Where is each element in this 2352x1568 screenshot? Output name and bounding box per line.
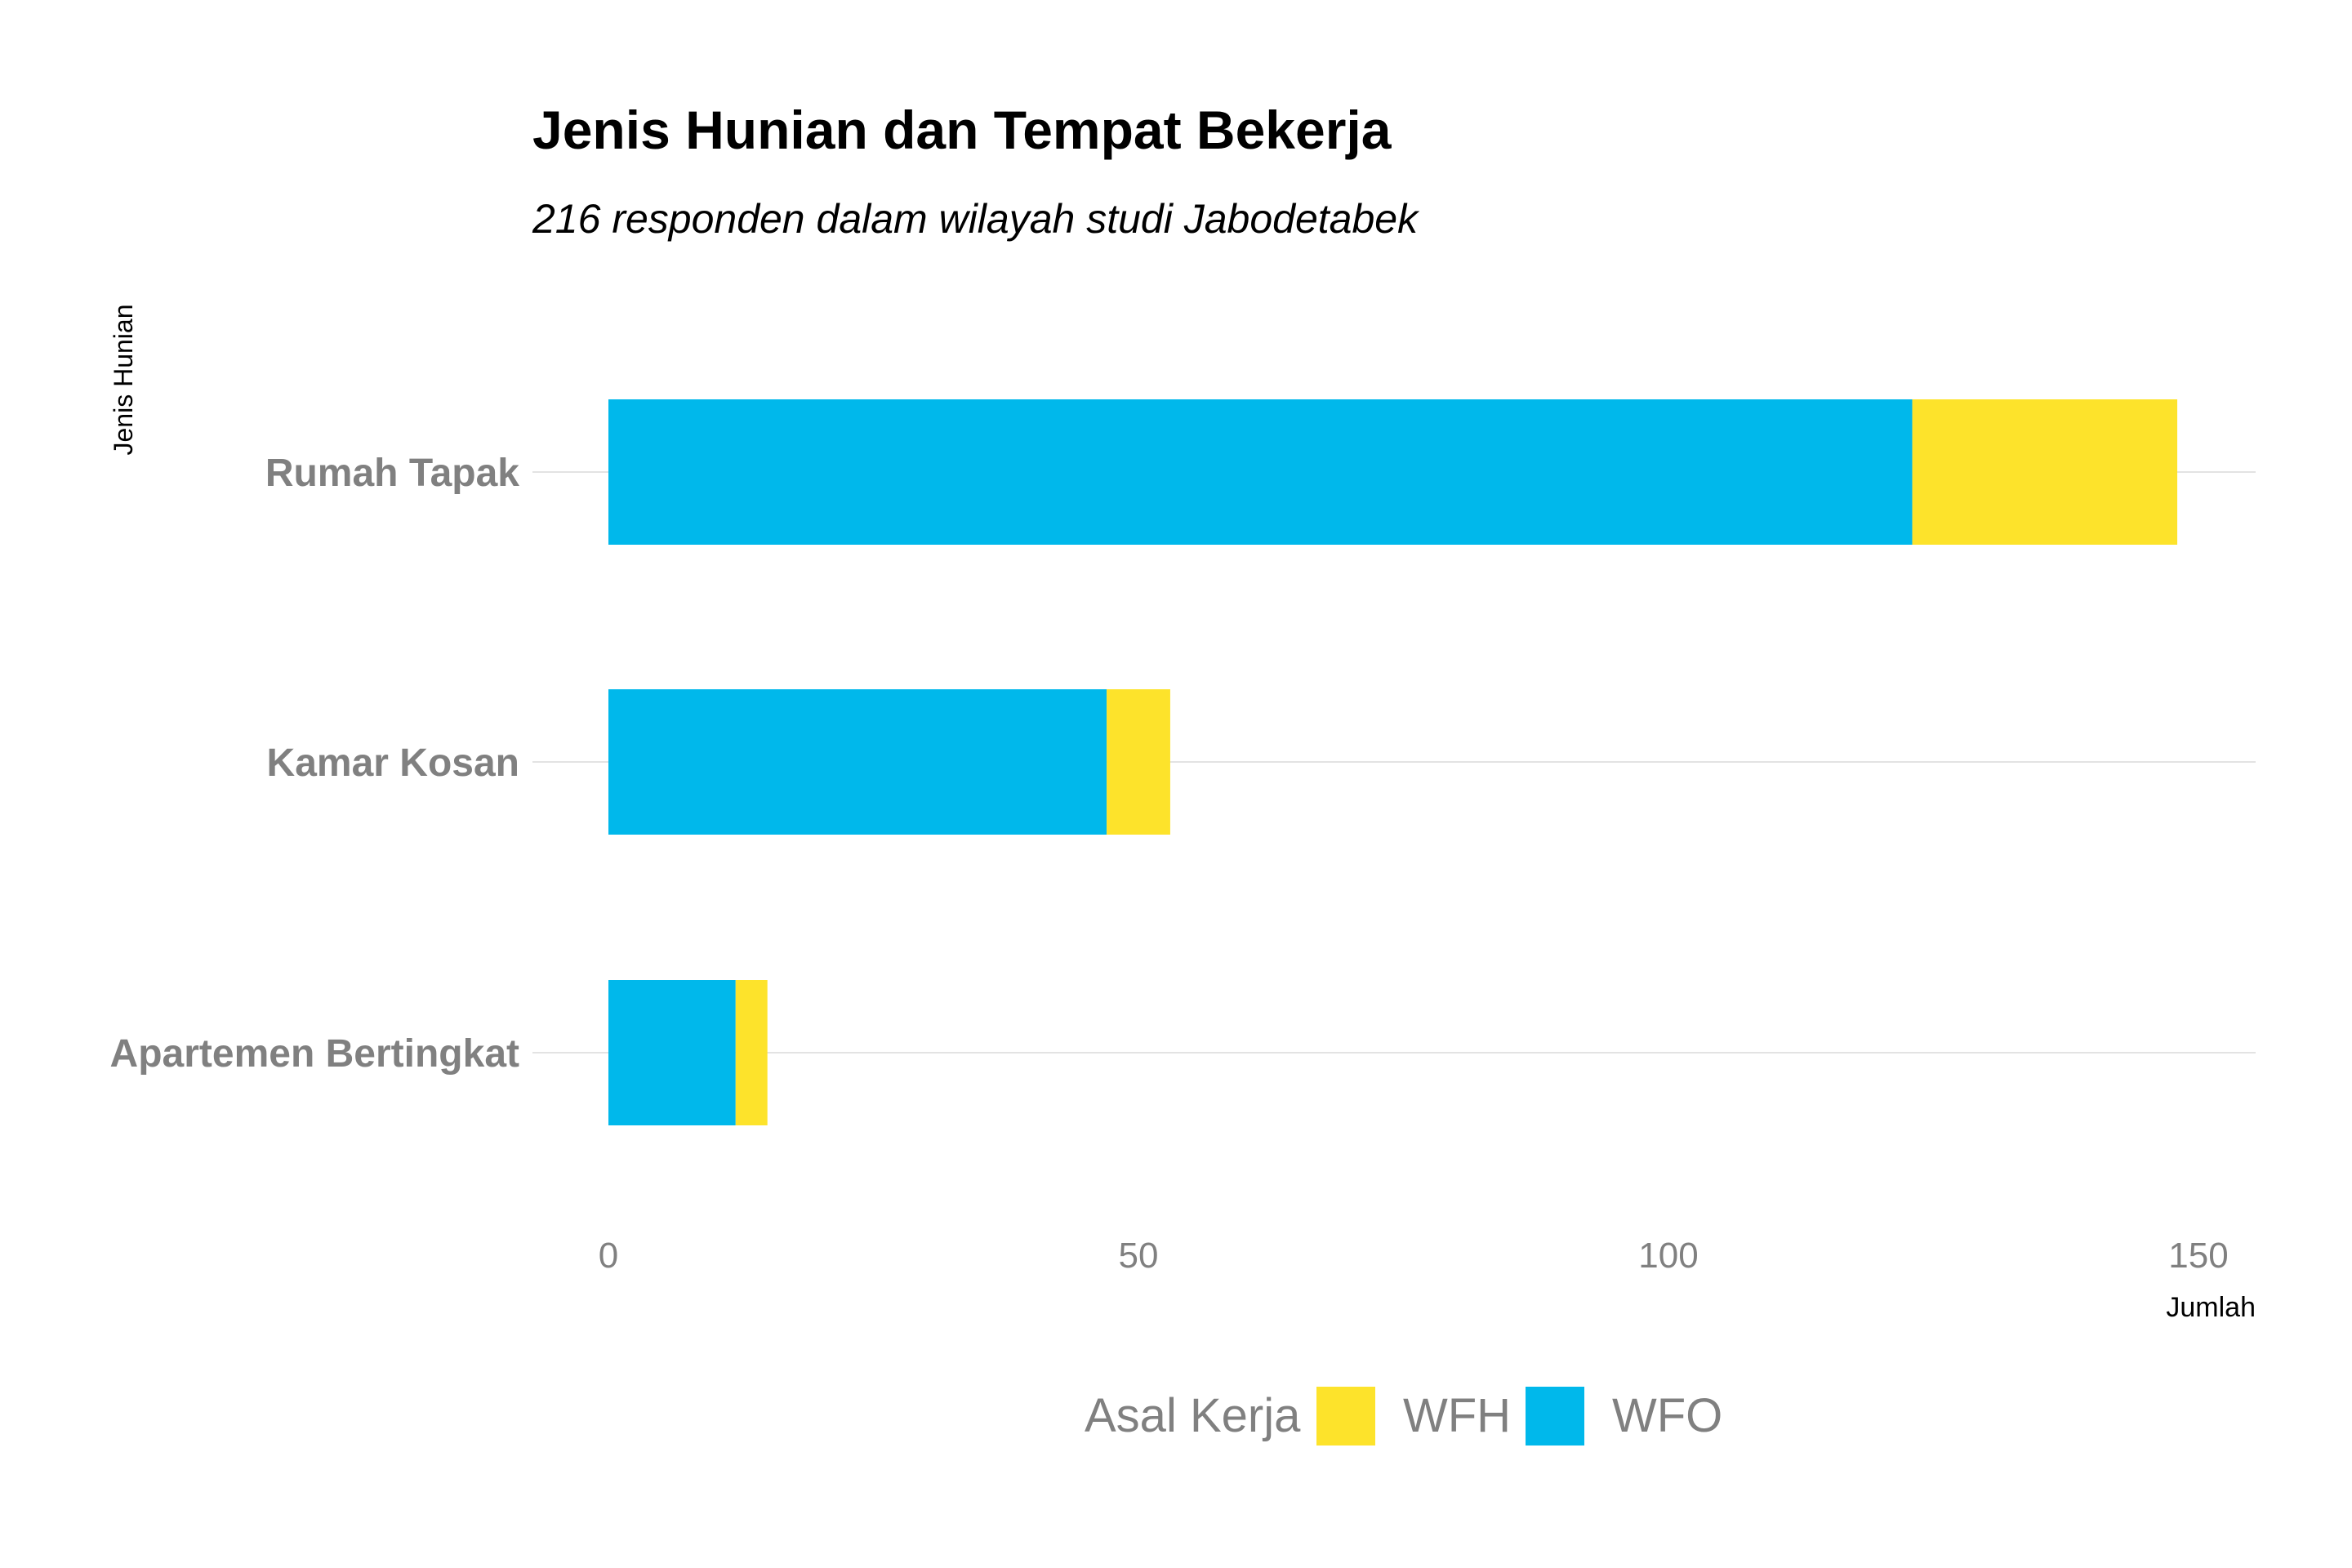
bar-apartemen-bertingkat-wfh: [735, 980, 768, 1125]
legend-swatch-wfo: [1526, 1387, 1584, 1446]
bar-rumah-tapak-wfh: [1912, 399, 2178, 545]
bar-apartemen-bertingkat-wfo: [608, 980, 736, 1125]
x-tick-label-0: 0: [599, 1236, 618, 1276]
x-tick-labels: 0 50 100 150: [599, 1236, 2229, 1276]
legend-title: Asal Kerja: [1085, 1389, 1301, 1442]
bar-kamar-kosan-wfo: [608, 689, 1107, 835]
bar-kamar-kosan-wfh: [1107, 689, 1170, 835]
x-tick-label-150: 150: [2168, 1236, 2228, 1276]
legend-label-wfo: WFO: [1612, 1389, 1722, 1442]
legend-swatch-wfh: [1316, 1387, 1375, 1446]
legend: Asal Kerja WFH WFO: [1085, 1387, 1722, 1446]
chart-title: Jenis Hunian dan Tempat Bekerja: [532, 100, 1392, 160]
category-labels: Rumah Tapak Kamar Kosan Apartemen Bertingk…: [110, 452, 520, 1076]
legend-label-wfh: WFH: [1403, 1389, 1511, 1442]
category-label-apartemen-bertingkat: Apartemen Bertingkat: [110, 1032, 519, 1076]
y-axis-title: Jenis Hunian: [109, 305, 138, 456]
category-label-kamar-kosan: Kamar Kosan: [267, 742, 519, 785]
x-tick-label-50: 50: [1119, 1236, 1159, 1276]
category-label-rumah-tapak: Rumah Tapak: [265, 452, 519, 495]
chart-subtitle: 216 responden dalam wilayah studi Jabode…: [532, 196, 1420, 242]
x-tick-label-100: 100: [1638, 1236, 1698, 1276]
bar-rumah-tapak-wfo: [608, 399, 1913, 545]
x-axis-title: Jumlah: [2166, 1292, 2256, 1323]
bars: [608, 399, 2178, 1125]
